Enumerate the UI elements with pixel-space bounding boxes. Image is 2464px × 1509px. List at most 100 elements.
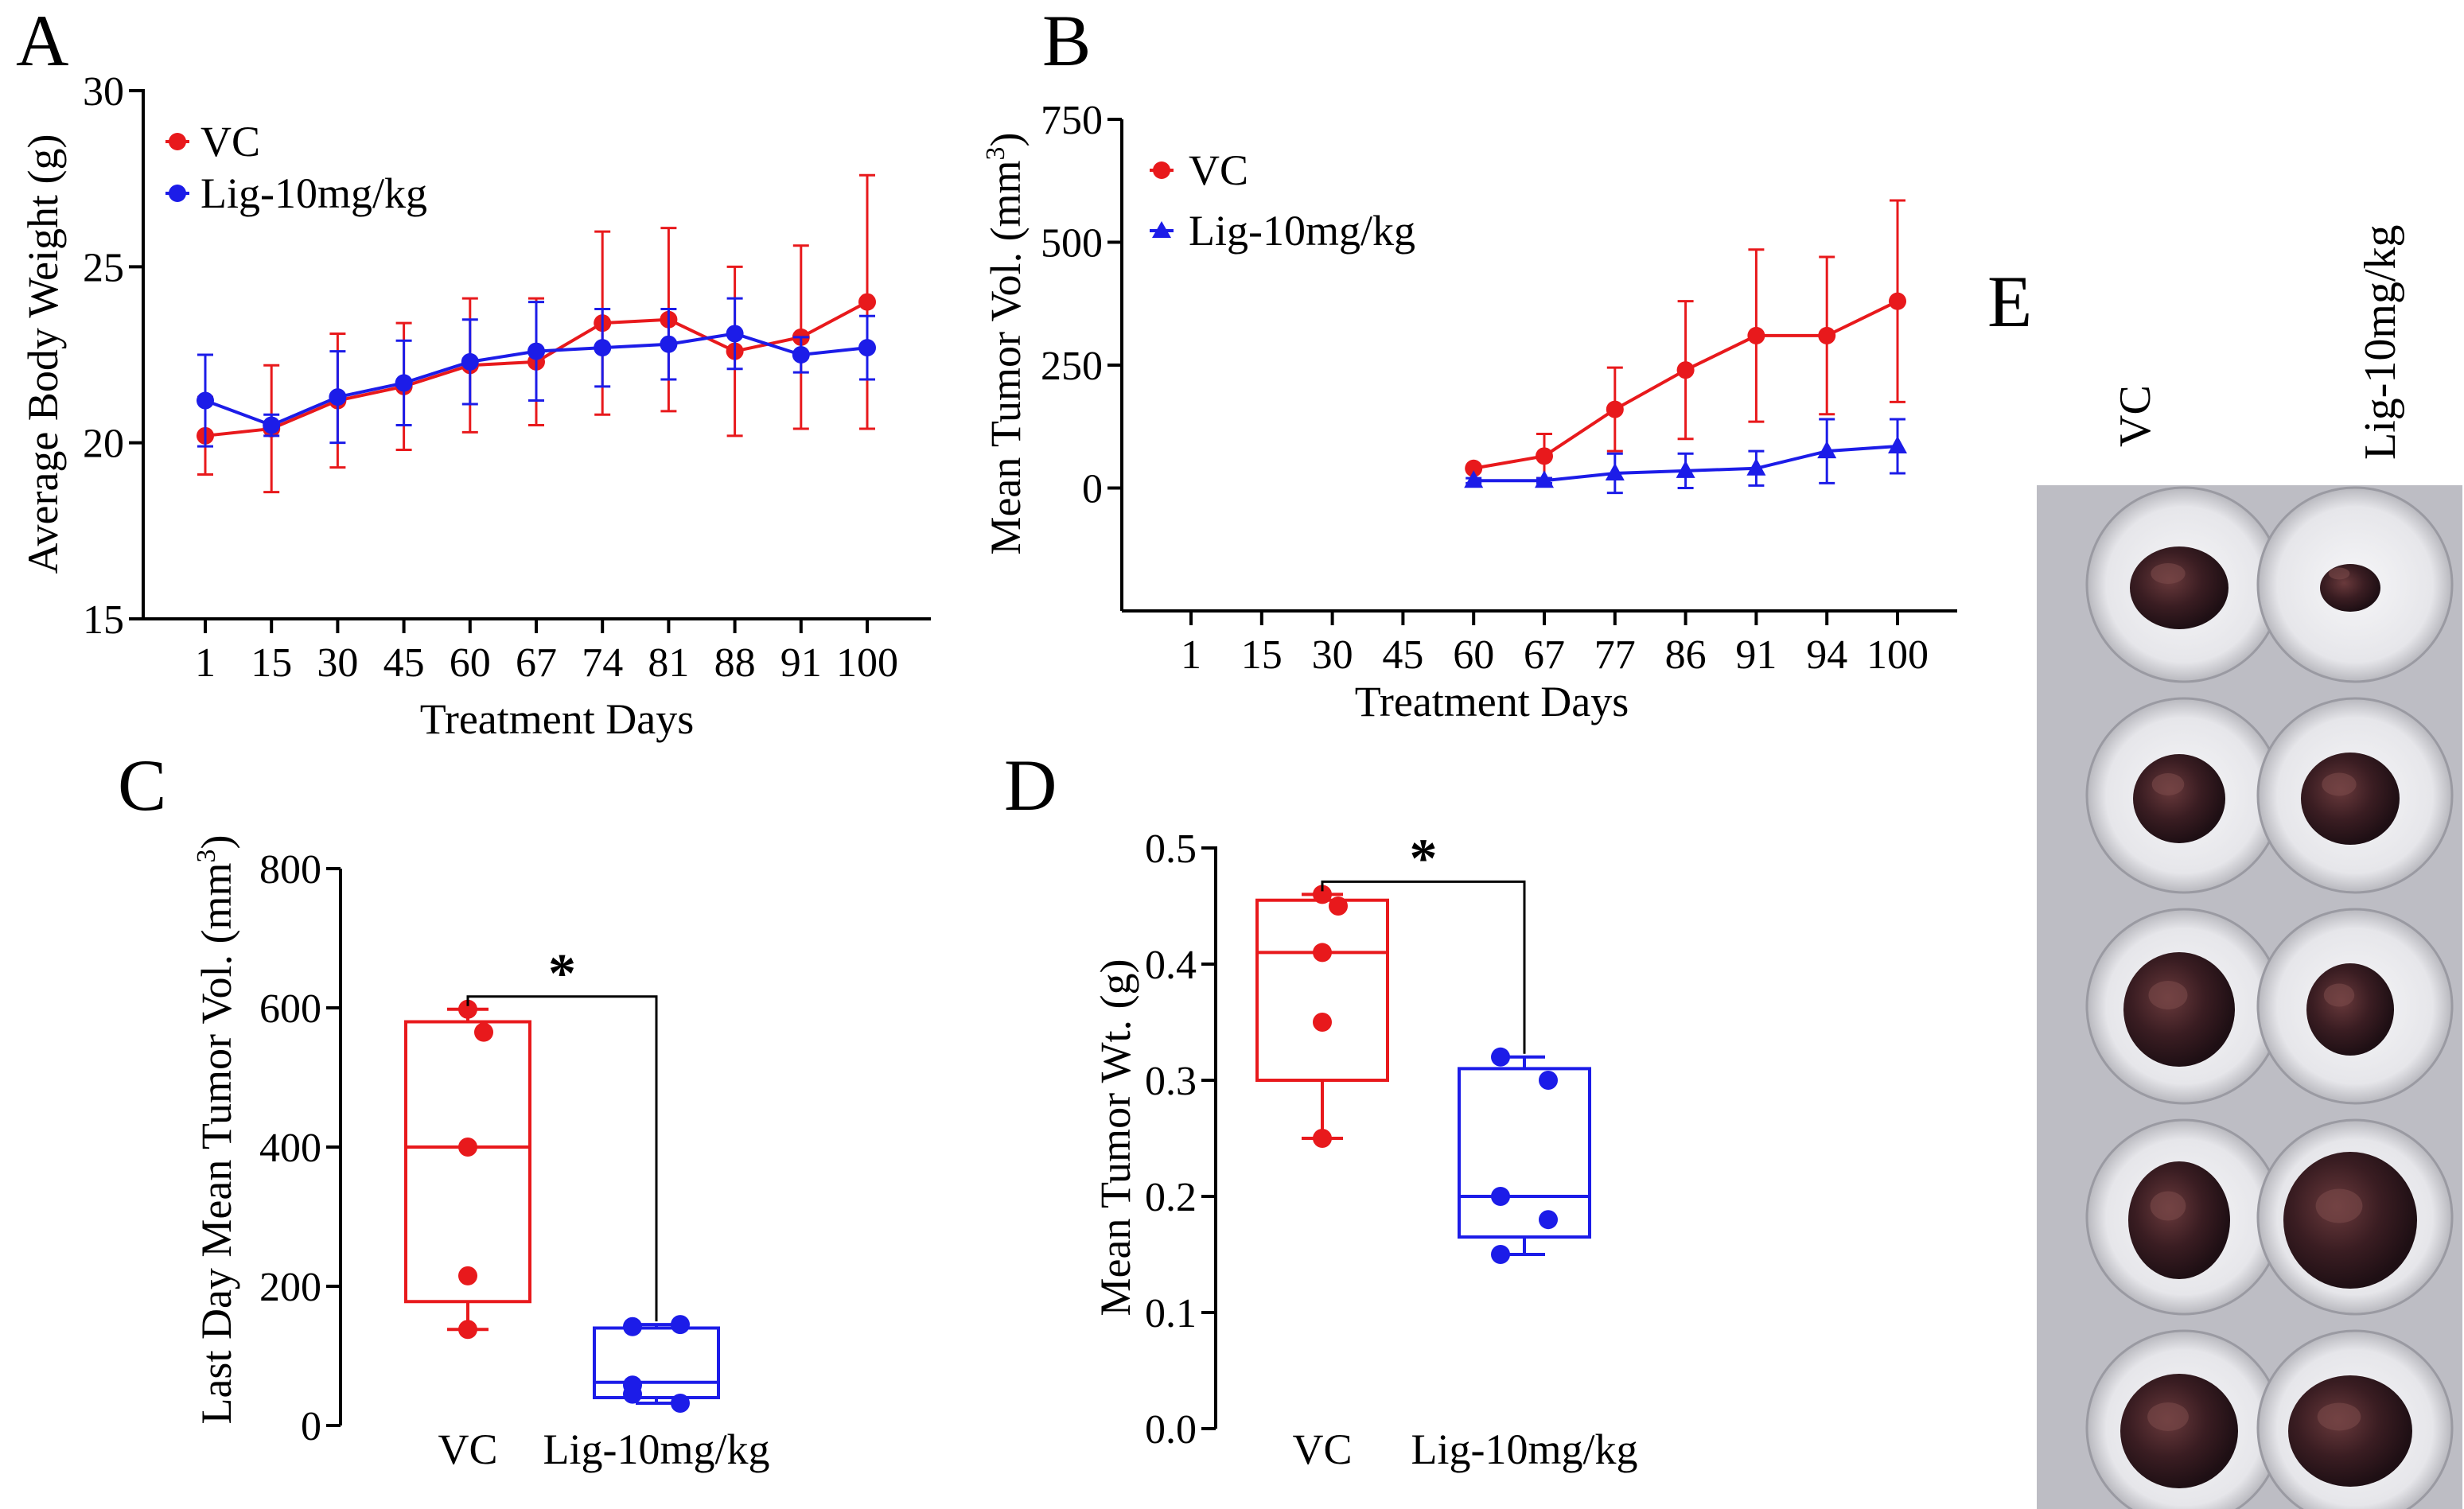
panel-c-point-vc: [458, 1266, 477, 1285]
panel-a-point-lig: [726, 325, 744, 343]
panel-label-b: B: [1042, 0, 1091, 81]
panel-a-y-tick-label: 15: [83, 597, 124, 643]
tumor-vc: [2133, 754, 2225, 843]
panel-b-point-vc: [1889, 292, 1906, 310]
panel-b-x-label: Treatment Days: [1355, 678, 1629, 725]
legend-label-lig: Lig-10mg/kg: [1189, 207, 1415, 255]
panel-d-y-tick-label: 0.3: [1145, 1059, 1197, 1104]
panel-d-point-lig: [1491, 1187, 1510, 1206]
tumor-vc: [2128, 1161, 2230, 1279]
panel-c-point-vc: [458, 1320, 477, 1340]
panel-a-x-tick-label: 88: [714, 640, 756, 686]
panel-a-y-tick-label: 30: [83, 69, 124, 115]
tumor-vc: [2120, 1374, 2238, 1488]
tumor-highlight-lig: [2323, 983, 2355, 1007]
panel-c-y-label-close: ): [193, 834, 240, 849]
panel-d-point-lig: [1491, 1245, 1510, 1264]
panel-c-point-vc: [458, 999, 477, 1019]
panel-b-x-tick-label: 1: [1181, 632, 1201, 678]
panel-c-y-label: Last Day Mean Tumor Vol. (mm3): [192, 834, 240, 1424]
tumor-highlight-vc: [2148, 981, 2188, 1009]
panel-b-x-tick-label: 15: [1241, 632, 1283, 678]
panel-c-category-label-lig: Lig-10mg/kg: [543, 1425, 770, 1473]
panel-b-point-vc: [1606, 400, 1624, 418]
panel-c-y-tick-label: 400: [259, 1126, 321, 1171]
panel-b-y-tick-label: 0: [1082, 467, 1103, 512]
panel-d-category-label-vc: VC: [1292, 1425, 1352, 1473]
panel-a-x-tick-label: 45: [383, 640, 425, 686]
panel-b-x-tick-label: 86: [1665, 632, 1707, 678]
panel-b-point-lig: [1535, 470, 1554, 488]
panel-d-point-vc: [1313, 1013, 1332, 1032]
tumor-highlight-lig: [2315, 1188, 2363, 1223]
panel-c-y-tick-label: 0: [301, 1404, 321, 1449]
tumor-lig: [2320, 564, 2380, 612]
panel-b-point-lig: [1605, 462, 1625, 480]
panel-a-point-lig: [461, 352, 479, 371]
panel-a-x-label: Treatment Days: [420, 695, 694, 743]
panel-d-category-label-lig: Lig-10mg/kg: [1411, 1425, 1638, 1473]
tumor-vc: [2130, 546, 2228, 629]
panel-a-x-tick-label: 100: [836, 640, 898, 686]
panel-a-point-lig: [395, 374, 413, 392]
panel-b-x-tick-label: 30: [1312, 632, 1353, 678]
panel-a-x-tick-label: 30: [317, 640, 358, 686]
panel-c-point-vc: [458, 1138, 477, 1157]
panel-a-point-lig: [594, 339, 612, 357]
panel-b-point-vc: [1465, 459, 1483, 477]
panel-a-x-tick-label: 60: [450, 640, 491, 686]
panel-c-significance-star: *: [548, 943, 576, 1005]
panel-a-x-tick-label: 81: [648, 640, 689, 686]
tumor-highlight-lig: [2317, 1402, 2361, 1431]
panel-b-y-tick-label: 750: [1041, 98, 1103, 143]
panel-d-point-lig: [1539, 1071, 1558, 1090]
panel-b-point-vc: [1747, 326, 1765, 344]
tumor-lig: [2306, 963, 2394, 1056]
panel-a-y-label: Average Body Weight (g): [19, 134, 67, 574]
panel-d-y-tick-label: 0.5: [1145, 826, 1197, 872]
panel-a-point-lig: [792, 346, 810, 364]
panel-a-point-lig: [858, 339, 876, 357]
tumor-lig: [2288, 1375, 2412, 1487]
panel-b-y-label-sup: 3: [981, 146, 1010, 160]
panel-c-category-label-vc: VC: [438, 1425, 497, 1473]
panel-c-point-lig: [623, 1316, 642, 1336]
tumor-highlight-lig: [2328, 567, 2350, 580]
tumor-highlight-vc: [2151, 563, 2186, 584]
panel-c-point-lig: [671, 1315, 690, 1335]
photo-column-label-lig: Lig-10mg/kg: [2356, 224, 2405, 460]
panel-b-point-lig: [1817, 441, 1837, 459]
panel-a-chart: Treatment Days Average Body Weight (g) V…: [19, 69, 931, 743]
panel-c-y-tick-label: 600: [259, 986, 321, 1032]
panel-b-x-tick-label: 77: [1594, 632, 1636, 678]
panel-a-point-lig: [263, 416, 281, 434]
panel-b-x-tick-label: 91: [1735, 632, 1777, 678]
panel-d-significance-star: *: [1410, 828, 1438, 889]
panel-d-point-vc: [1313, 885, 1332, 904]
panel-d-significance-bracket: [1321, 880, 1526, 1054]
panel-d-y-tick-label: 0.0: [1145, 1407, 1197, 1453]
legend-marker-vc: [169, 133, 186, 150]
panel-a-x-tick-label: 91: [780, 640, 822, 686]
panel-a-x-tick-label: 74: [582, 640, 623, 686]
panel-c-y-tick-label: 200: [259, 1265, 321, 1310]
panel-c-point-lig: [623, 1384, 642, 1404]
panel-b-point-vc: [1818, 326, 1836, 344]
panel-label-c: C: [118, 745, 166, 826]
panel-c-y-tick-label: 800: [259, 847, 321, 893]
panel-b-y-label-main: Mean Tumor Vol. (mm: [982, 160, 1030, 554]
panel-a-point-vc: [858, 293, 876, 311]
panel-b-chart: Treatment Days Mean Tumor Vol. (mm3) VC …: [981, 98, 1957, 725]
panel-b-x-tick-label: 100: [1866, 632, 1929, 678]
panel-a-legend: VC Lig-10mg/kg: [165, 118, 427, 217]
tumor-lig: [2301, 753, 2400, 845]
panel-d-box-vc: [1255, 898, 1389, 1082]
panel-d-y-tick-label: 0.2: [1145, 1175, 1197, 1220]
panel-c-point-vc: [474, 1022, 493, 1042]
panel-c-point-lig: [671, 1394, 690, 1413]
legend-label-vc: VC: [200, 118, 260, 165]
panel-b-point-vc: [1536, 447, 1553, 465]
tumor-vc: [2123, 952, 2235, 1067]
panel-b-point-lig: [1888, 435, 1907, 453]
panel-b-y-label: Mean Tumor Vol. (mm3): [981, 132, 1030, 554]
